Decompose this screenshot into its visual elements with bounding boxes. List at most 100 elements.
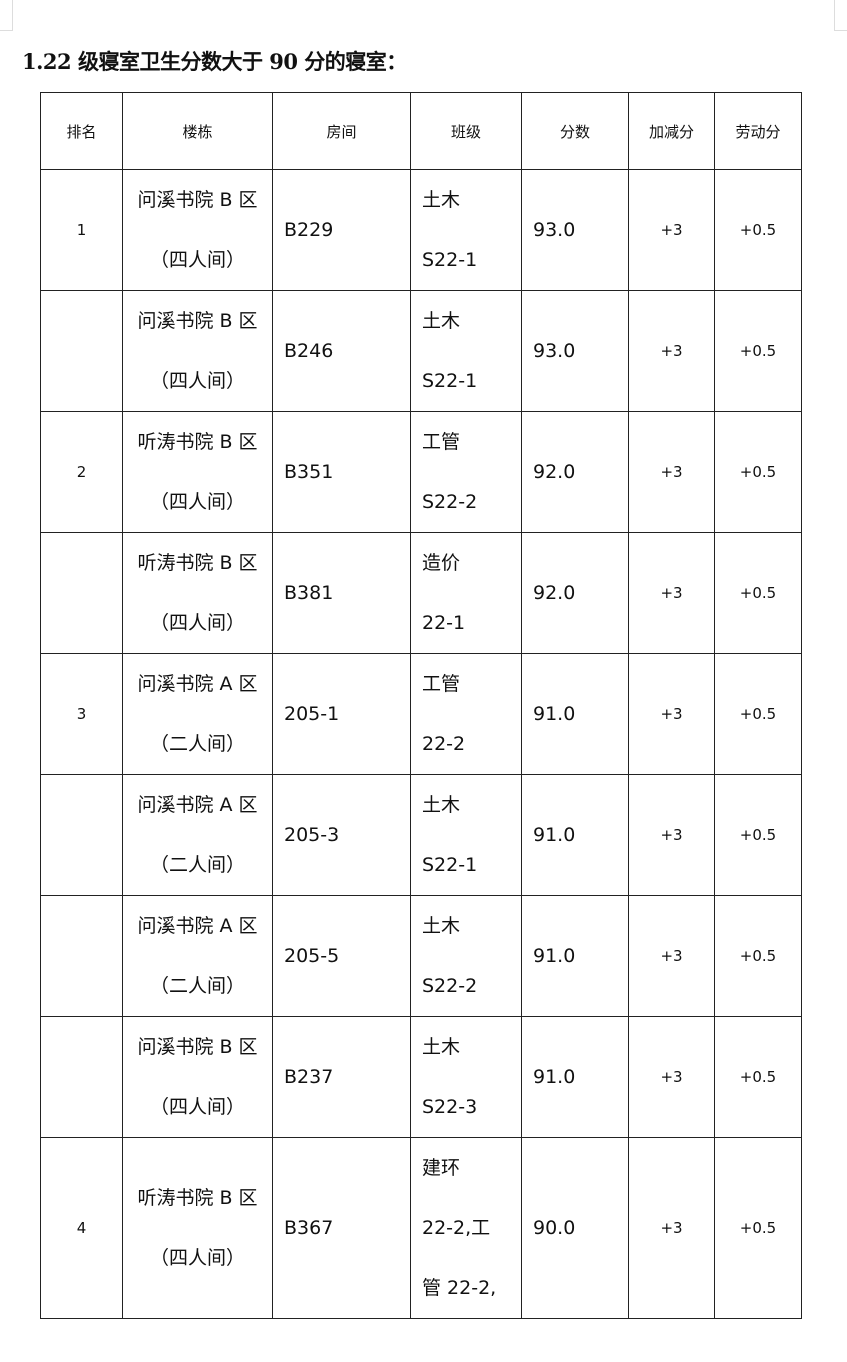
class-cell: 建环 22-2,工管 22-2, xyxy=(410,1137,522,1319)
rank-cell: 4 xyxy=(40,1137,123,1319)
building-cell: 问溪书院 A 区 （二人间） xyxy=(122,895,273,1017)
room-cell: 205-5 xyxy=(272,895,411,1017)
building-cell-line: （四人间） xyxy=(149,1096,245,1118)
dorm-score-table: 排名 楼栋 房间 班级 分数 加减分 劳动分 1 问溪书院 B 区 （四人间） B229 土木 S22… xyxy=(40,92,802,1319)
labor-cell: +0.5 xyxy=(714,1137,802,1319)
class-cell: 工管 22-2 xyxy=(410,653,522,775)
labor-cell: +0.5 xyxy=(714,411,802,533)
class-cell-line: 建环 xyxy=(422,1157,461,1179)
room-cell: B367 xyxy=(272,1137,411,1319)
table-row: 问溪书院 B 区 （四人间） B246 土木 S22-1 93.0 +3 +0.5 xyxy=(40,290,802,412)
table-row: 4 听涛书院 B 区 （四人间） B367 建环 22-2,工管 22-2, 90.0 +3 +… xyxy=(40,1137,802,1319)
building-cell-line: 听涛书院 B 区 xyxy=(137,431,258,453)
labor-cell: +0.5 xyxy=(714,774,802,896)
rank-cell: 1 xyxy=(40,169,123,291)
rank-cell: 2 xyxy=(40,411,123,533)
table-row: 问溪书院 B 区 （四人间） B237 土木 S22-3 91.0 +3 +0.5 xyxy=(40,1016,802,1138)
column-header: 分数 xyxy=(521,92,629,170)
building-cell: 听涛书院 B 区 （四人间） xyxy=(122,411,273,533)
building-cell-line: （二人间） xyxy=(149,975,245,997)
class-cell-line: S22-2 xyxy=(422,491,478,513)
building-cell: 听涛书院 B 区 （四人间） xyxy=(122,532,273,654)
score-cell: 91.0 xyxy=(521,653,629,775)
class-cell-line: S22-1 xyxy=(422,249,478,271)
class-cell-line: 土木 xyxy=(422,310,461,332)
page-corner-mark xyxy=(834,0,847,31)
building-cell-line: （四人间） xyxy=(149,612,245,634)
rank-cell xyxy=(40,532,123,654)
room-cell: B237 xyxy=(272,1016,411,1138)
score-cell: 90.0 xyxy=(521,1137,629,1319)
column-header: 劳动分 xyxy=(714,92,802,170)
class-cell-line: 22-1 xyxy=(422,612,466,634)
class-cell: 土木 S22-1 xyxy=(410,169,522,291)
building-cell-line: 问溪书院 A 区 xyxy=(137,915,258,937)
class-cell-line: S22-3 xyxy=(422,1096,478,1118)
adjust-cell: +3 xyxy=(628,290,715,412)
labor-cell: +0.5 xyxy=(714,653,802,775)
page-corner-mark xyxy=(0,0,13,31)
column-header: 班级 xyxy=(410,92,522,170)
building-cell-line: 听涛书院 B 区 xyxy=(137,552,258,574)
building-cell: 问溪书院 A 区 （二人间） xyxy=(122,774,273,896)
room-cell: B381 xyxy=(272,532,411,654)
score-cell: 91.0 xyxy=(521,895,629,1017)
class-cell-line: 22-2 xyxy=(422,733,466,755)
building-cell-line: （四人间） xyxy=(149,1247,245,1269)
class-cell-line: 工管 xyxy=(422,431,461,453)
labor-cell: +0.5 xyxy=(714,895,802,1017)
table-row: 2 听涛书院 B 区 （四人间） B351 工管 S22-2 92.0 +3 +0.5 xyxy=(40,411,802,533)
table-row: 听涛书院 B 区 （四人间） B381 造价 22-1 92.0 +3 +0.5 xyxy=(40,532,802,654)
table-row: 3 问溪书院 A 区 （二人间） 205-1 工管 22-2 91.0 +3 +0.5 xyxy=(40,653,802,775)
class-cell-line: 管 22-2, xyxy=(422,1277,497,1299)
adjust-cell: +3 xyxy=(628,1016,715,1138)
class-cell: 造价 22-1 xyxy=(410,532,522,654)
class-cell-line: S22-1 xyxy=(422,370,478,392)
building-cell: 问溪书院 A 区 （二人间） xyxy=(122,653,273,775)
adjust-cell: +3 xyxy=(628,532,715,654)
score-cell: 92.0 xyxy=(521,411,629,533)
class-cell-line: S22-2 xyxy=(422,975,478,997)
building-cell: 听涛书院 B 区 （四人间） xyxy=(122,1137,273,1319)
score-cell: 93.0 xyxy=(521,169,629,291)
room-cell: B229 xyxy=(272,169,411,291)
building-cell-line: （四人间） xyxy=(149,491,245,513)
adjust-cell: +3 xyxy=(628,653,715,775)
class-cell-line: 工管 xyxy=(422,673,461,695)
column-header: 排名 xyxy=(40,92,123,170)
building-cell: 问溪书院 B 区 （四人间） xyxy=(122,290,273,412)
class-cell-line: 22-2,工 xyxy=(422,1217,491,1239)
table-row: 1 问溪书院 B 区 （四人间） B229 土木 S22-1 93.0 +3 +0.5 xyxy=(40,169,802,291)
building-cell-line: （二人间） xyxy=(149,733,245,755)
adjust-cell: +3 xyxy=(628,895,715,1017)
score-cell: 91.0 xyxy=(521,774,629,896)
column-header: 加减分 xyxy=(628,92,715,170)
building-cell: 问溪书院 B 区 （四人间） xyxy=(122,169,273,291)
building-cell-line: 听涛书院 B 区 xyxy=(137,1187,258,1209)
room-cell: 205-1 xyxy=(272,653,411,775)
adjust-cell: +3 xyxy=(628,411,715,533)
class-cell-line: 土木 xyxy=(422,794,461,816)
labor-cell: +0.5 xyxy=(714,290,802,412)
adjust-cell: +3 xyxy=(628,169,715,291)
class-cell-line: 造价 xyxy=(422,552,461,574)
class-cell: 土木 S22-1 xyxy=(410,290,522,412)
column-header: 楼栋 xyxy=(122,92,273,170)
building-cell: 问溪书院 B 区 （四人间） xyxy=(122,1016,273,1138)
labor-cell: +0.5 xyxy=(714,1016,802,1138)
building-cell-line: （四人间） xyxy=(149,249,245,271)
building-cell-line: （四人间） xyxy=(149,370,245,392)
class-cell-line: S22-1 xyxy=(422,854,478,876)
rank-cell xyxy=(40,290,123,412)
adjust-cell: +3 xyxy=(628,1137,715,1319)
score-cell: 92.0 xyxy=(521,532,629,654)
score-cell: 91.0 xyxy=(521,1016,629,1138)
room-cell: B351 xyxy=(272,411,411,533)
score-cell: 93.0 xyxy=(521,290,629,412)
class-cell: 土木 S22-2 xyxy=(410,895,522,1017)
class-cell-line: 土木 xyxy=(422,915,461,937)
table-row: 问溪书院 A 区 （二人间） 205-3 土木 S22-1 91.0 +3 +0.5 xyxy=(40,774,802,896)
building-cell-line: （二人间） xyxy=(149,854,245,876)
class-cell-line: 土木 xyxy=(422,1036,461,1058)
building-cell-line: 问溪书院 A 区 xyxy=(137,794,258,816)
